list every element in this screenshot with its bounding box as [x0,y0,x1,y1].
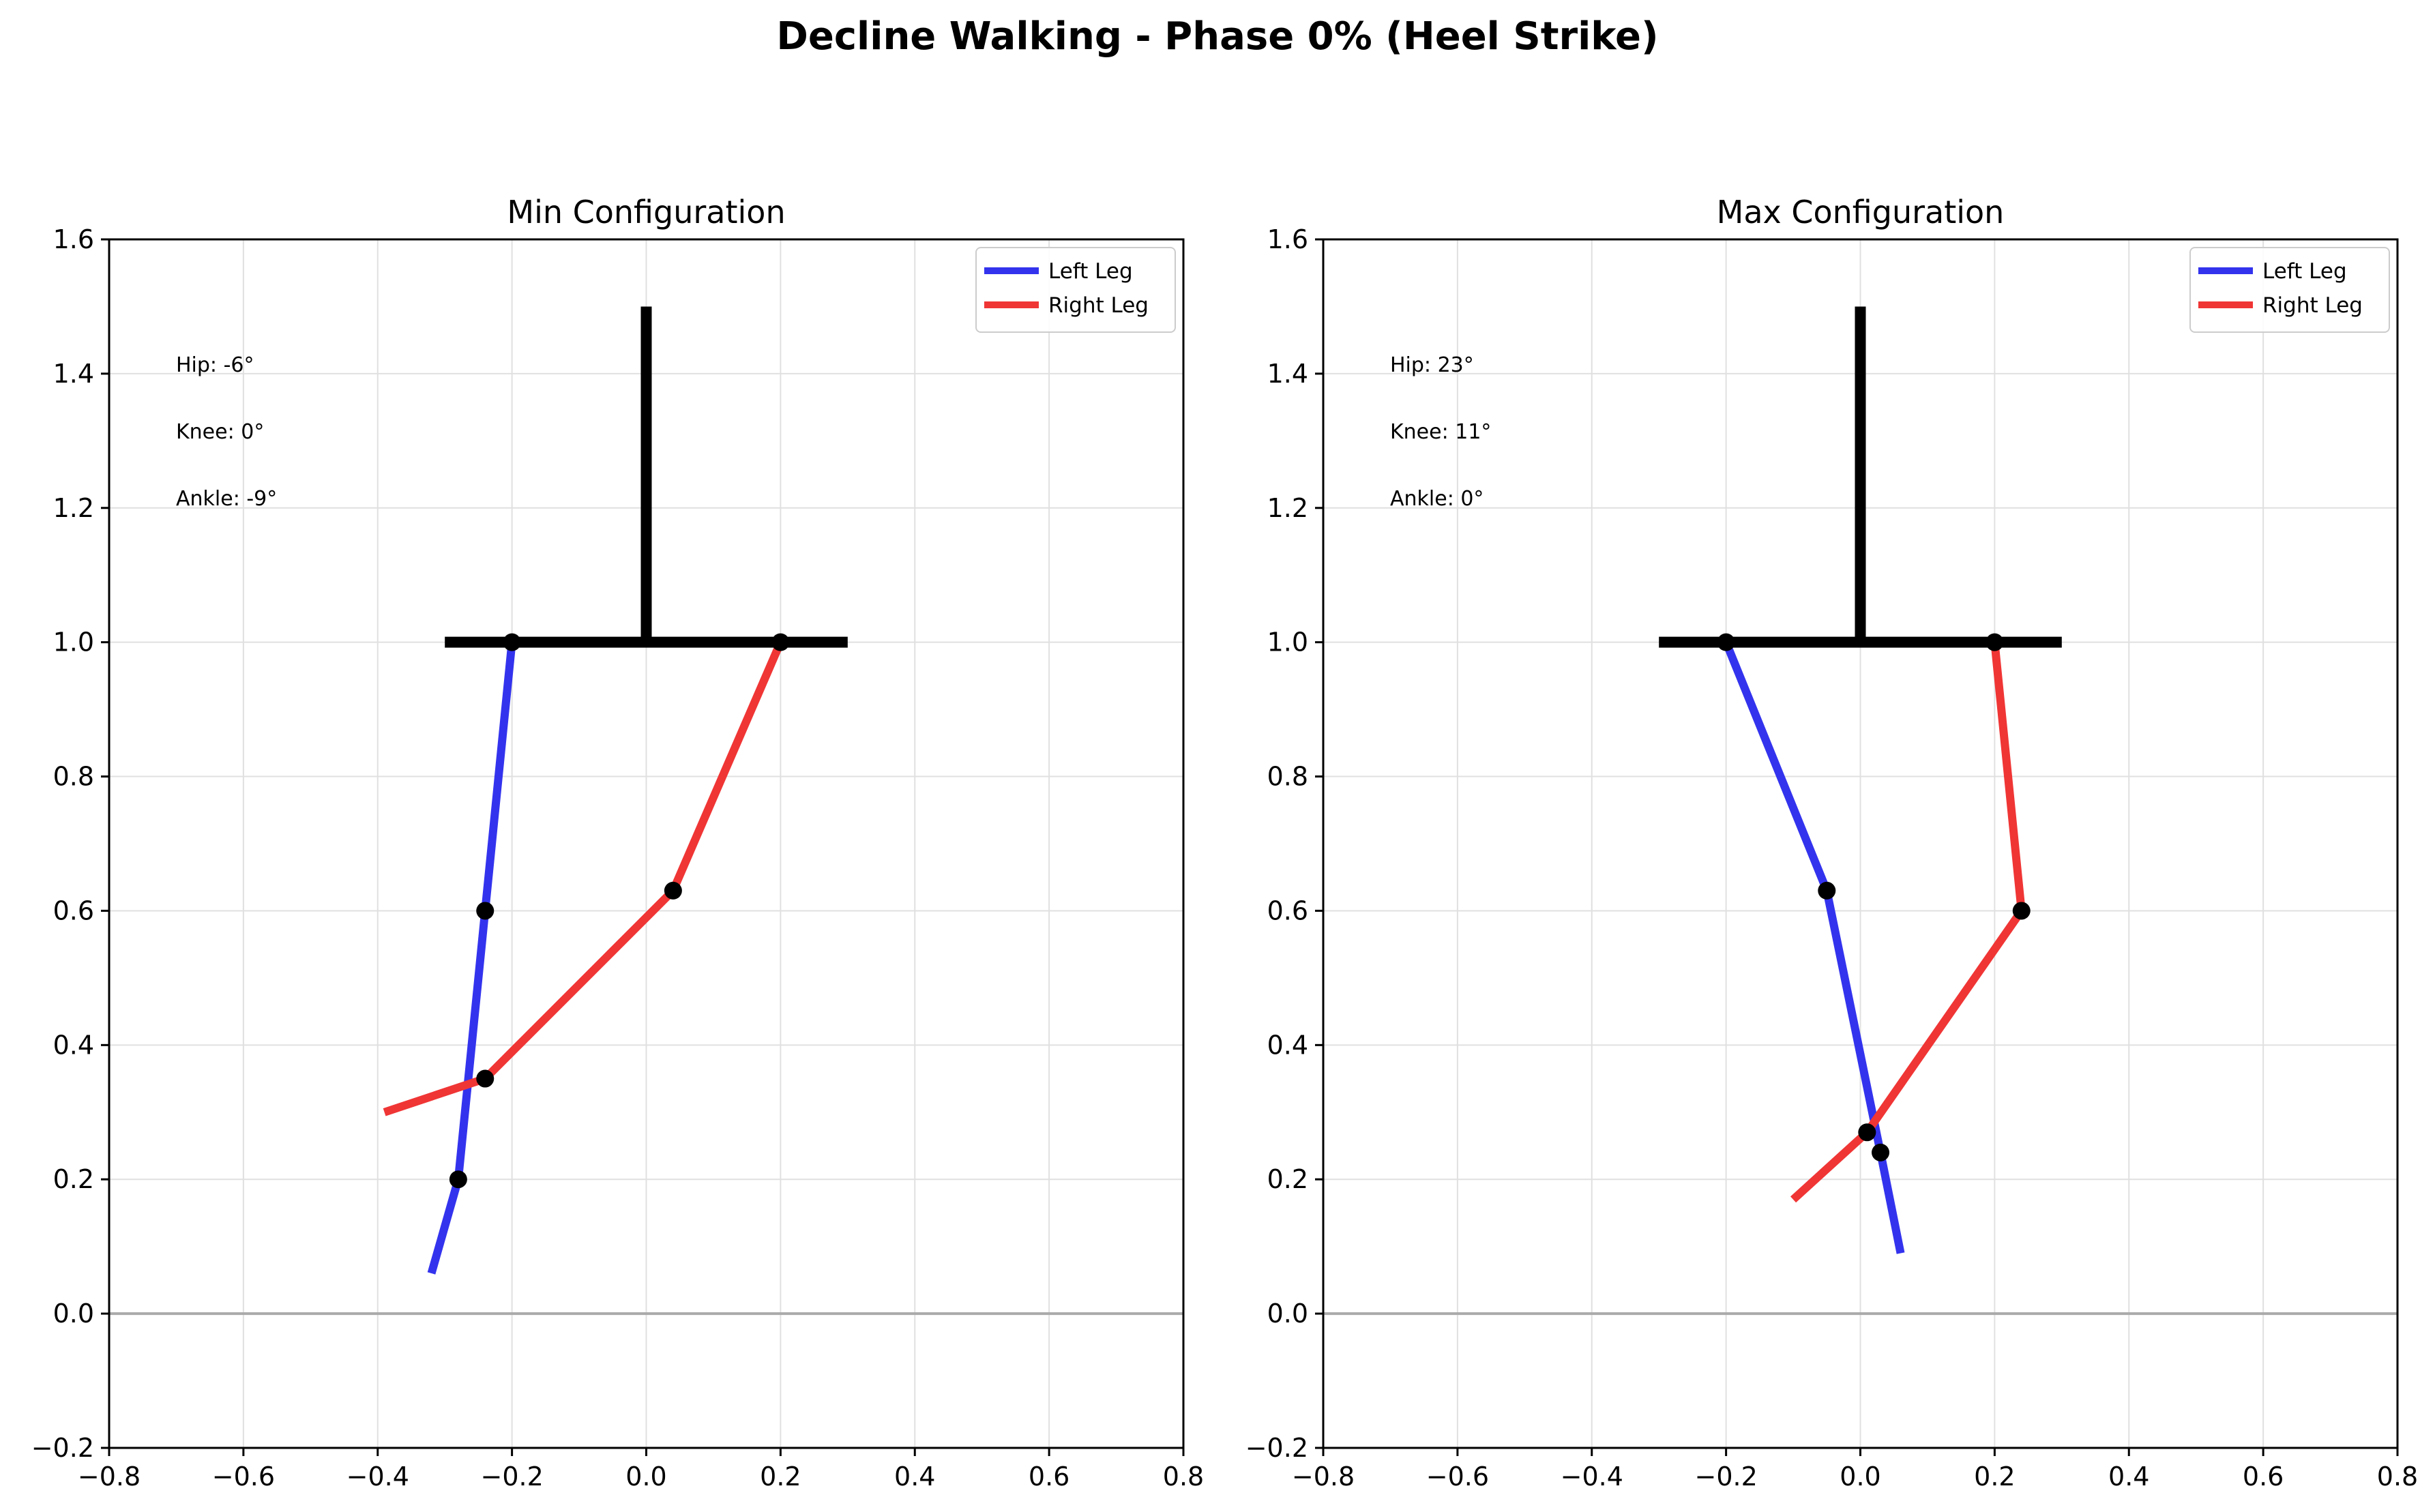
left-leg-joint [503,633,521,651]
y-tick-label: 1.2 [53,493,94,523]
x-tick-label: 0.0 [625,1462,666,1492]
y-tick-label: 0.8 [53,762,94,792]
y-tick-label: 0.2 [53,1164,94,1194]
x-tick-label: −0.2 [480,1462,543,1492]
left-leg-line [427,642,516,1275]
legend: Left Leg Right Leg [975,247,1176,333]
figure-title: Decline Walking - Phase 0% (Heel Strike) [776,14,1658,59]
joint-angle-annotation: Ankle: 0° [1390,487,1484,511]
y-tick-label: 0.0 [1267,1299,1308,1329]
y-tick-label: 0.6 [1267,895,1308,925]
panel-title: Min Configuration [507,194,785,231]
y-tick-label: 0.4 [53,1030,94,1060]
x-tick-label: −0.4 [1561,1462,1623,1492]
x-tick-label: −0.6 [212,1462,275,1492]
y-tick-label: 0.0 [53,1299,94,1329]
x-tick-label: −0.6 [1426,1462,1489,1492]
y-tick-label: 0.2 [1267,1164,1308,1194]
y-tick-label: 0.6 [53,895,94,925]
joint-angle-annotation: Ankle: -9° [176,487,277,511]
left-leg-line [1722,640,1905,1254]
legend: Left Leg Right Leg [2189,247,2390,333]
y-tick-label: −0.2 [1245,1433,1308,1463]
panel-2: −0.8 −0.6 −0.4 −0.2 0.0 0.2 0.4 0.6 0.8 −0.2 0.0 0.… [1245,194,2419,1492]
right-leg-joint [2012,902,2031,920]
right-leg-joint [1858,1123,1876,1142]
x-tick-label: 0.6 [2243,1462,2284,1492]
legend-label: Right Leg [2262,293,2363,318]
x-tick-label: 0.4 [894,1462,935,1492]
x-tick-label: 0.8 [1163,1462,1204,1492]
joint-angle-annotation: Hip: -6° [176,353,254,377]
y-tick-label: 1.2 [1267,493,1308,523]
x-tick-label: −0.4 [346,1462,409,1492]
left-leg-joint [449,1170,467,1189]
x-tick-label: 0.2 [760,1462,801,1492]
x-tick-label: 0.6 [1029,1462,1069,1492]
right-leg-line [1790,642,2026,1203]
x-tick-label: −0.8 [78,1462,141,1492]
legend-label: Left Leg [1048,259,1133,284]
x-tick-label: 0.2 [1974,1462,2015,1492]
x-tick-label: 0.0 [1840,1462,1880,1492]
left-leg-joint [476,902,495,920]
y-tick-label: 0.8 [1267,762,1308,792]
joint-angle-annotation: Hip: 23° [1390,353,1474,377]
left-leg-joint [1872,1143,1890,1161]
panel-1: −0.8 −0.6 −0.4 −0.2 0.0 0.2 0.4 0.6 0.8 −0.2 0.0 0.… [31,194,1205,1492]
y-tick-label: 1.0 [53,627,94,657]
y-tick-label: 1.6 [53,224,94,254]
right-leg-line [383,640,784,1116]
joint-angle-annotation: Knee: 11° [1390,420,1491,444]
right-leg-joint [476,1069,495,1088]
left-leg-joint [1818,881,1836,900]
x-tick-label: −0.8 [1292,1462,1355,1492]
y-tick-label: 1.4 [1267,359,1308,389]
y-tick-label: 1.0 [1267,627,1308,657]
legend-label: Left Leg [2262,259,2347,284]
legend-label: Right Leg [1048,293,1149,318]
right-leg-joint [771,633,790,651]
y-tick-label: −0.2 [31,1433,94,1463]
right-leg-joint [1986,633,2004,651]
left-leg-joint [1717,633,1735,651]
joint-angle-annotation: Knee: 0° [176,420,264,444]
x-tick-label: 0.4 [2108,1462,2149,1492]
y-tick-label: 0.4 [1267,1030,1308,1060]
x-tick-label: 0.8 [2377,1462,2418,1492]
x-tick-label: −0.2 [1694,1462,1757,1492]
panel-title: Max Configuration [1717,194,2005,231]
y-tick-label: 1.6 [1267,224,1308,254]
right-leg-joint [664,881,682,900]
y-tick-label: 1.4 [53,359,94,389]
